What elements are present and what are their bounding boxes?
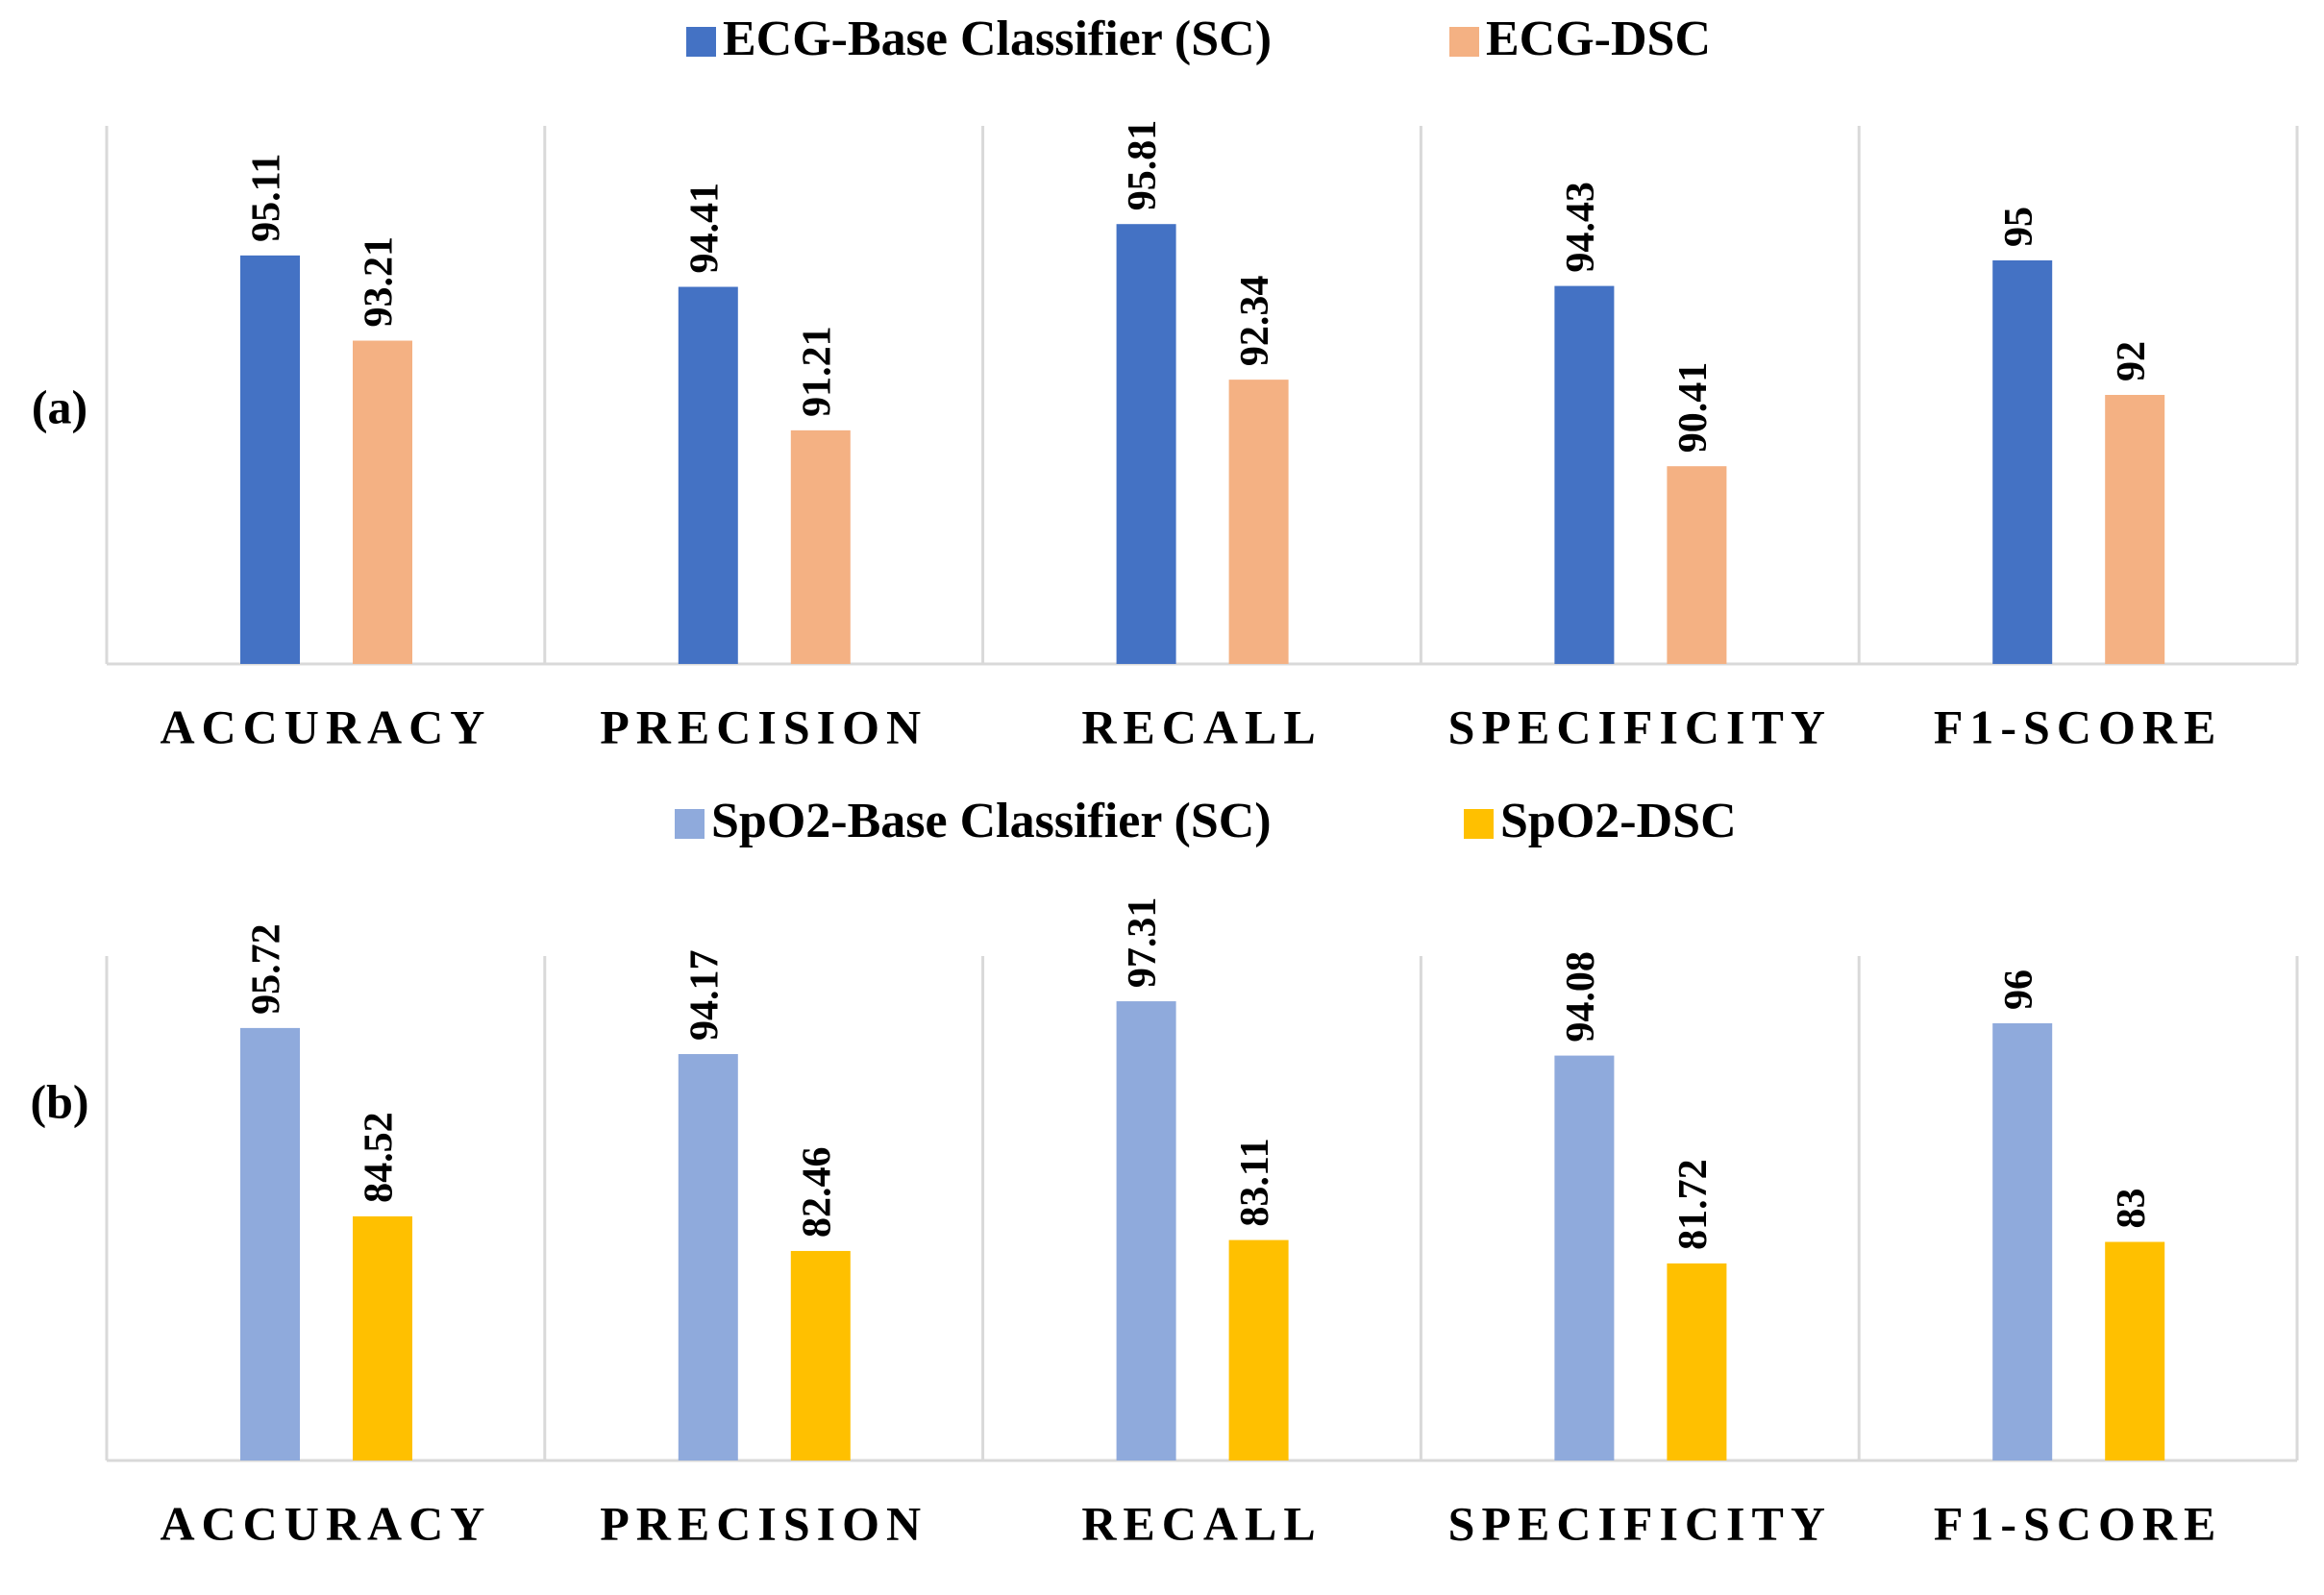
bar	[1228, 380, 1289, 664]
data-label: 83	[2110, 1189, 2154, 1229]
data-label: 95.11	[245, 154, 289, 242]
category-label: F1-SCORE	[1934, 1496, 2222, 1550]
category-label: ACCURACY	[160, 699, 491, 753]
data-label: 81.72	[1671, 1159, 1716, 1250]
bar	[240, 255, 300, 664]
legend-swatch	[686, 27, 716, 57]
legend-label: ECG-Base Classifier (SC)	[723, 12, 1272, 66]
bar	[1554, 285, 1615, 664]
bar	[2105, 1241, 2165, 1460]
bar	[790, 429, 851, 664]
category-label: PRECISION	[600, 699, 927, 753]
category-label: SPECIFICITY	[1448, 1496, 1832, 1550]
data-label: 90.41	[1671, 362, 1716, 454]
data-label: 84.52	[358, 1112, 402, 1203]
category-label: RECALL	[1081, 699, 1322, 753]
bar	[678, 286, 738, 664]
bar	[1667, 466, 1727, 664]
category-label: RECALL	[1081, 1496, 1322, 1550]
data-label: 83.11	[1233, 1138, 1277, 1226]
data-label: 97.31	[1121, 897, 1165, 989]
bar	[240, 1027, 300, 1460]
data-label: 94.43	[1559, 182, 1603, 273]
data-label: 82.46	[795, 1146, 839, 1238]
legend-swatch	[675, 809, 705, 839]
category-label: PRECISION	[600, 1496, 927, 1550]
data-label: 94.41	[682, 183, 727, 274]
bar	[1116, 1001, 1176, 1460]
legend-swatch	[1449, 27, 1479, 57]
bar	[353, 1215, 412, 1460]
bar	[1554, 1055, 1615, 1460]
panel-label: (b)	[30, 1074, 88, 1128]
bar	[678, 1054, 738, 1460]
data-label: 94.08	[1559, 951, 1603, 1043]
data-label: 92	[2110, 341, 2154, 381]
category-label: SPECIFICITY	[1448, 699, 1832, 753]
legend-label: SpO2-Base Classifier (SC)	[711, 794, 1272, 848]
legend-label: ECG-DSC	[1486, 12, 1711, 66]
category-label: ACCURACY	[160, 1496, 491, 1550]
data-label: 94.17	[682, 950, 727, 1042]
panel-label: (a)	[32, 380, 87, 433]
bar	[353, 340, 412, 664]
legend-swatch	[1464, 809, 1494, 839]
category-label: F1-SCORE	[1934, 699, 2222, 753]
data-label: 91.21	[795, 326, 839, 417]
bar	[790, 1250, 851, 1460]
data-label: 95	[1997, 207, 2041, 247]
bar	[2105, 395, 2165, 664]
legend-label: SpO2-DSC	[1500, 794, 1737, 848]
data-label: 92.34	[1233, 276, 1277, 367]
bar	[1992, 1023, 2053, 1460]
bar	[1667, 1263, 1727, 1460]
bar	[1228, 1239, 1289, 1460]
data-label: 95.72	[245, 923, 289, 1015]
data-label: 95.81	[1121, 120, 1165, 211]
bar	[1116, 224, 1176, 664]
data-label: 96	[1997, 969, 2041, 1010]
bar	[1992, 260, 2053, 664]
data-label: 93.21	[358, 236, 402, 328]
